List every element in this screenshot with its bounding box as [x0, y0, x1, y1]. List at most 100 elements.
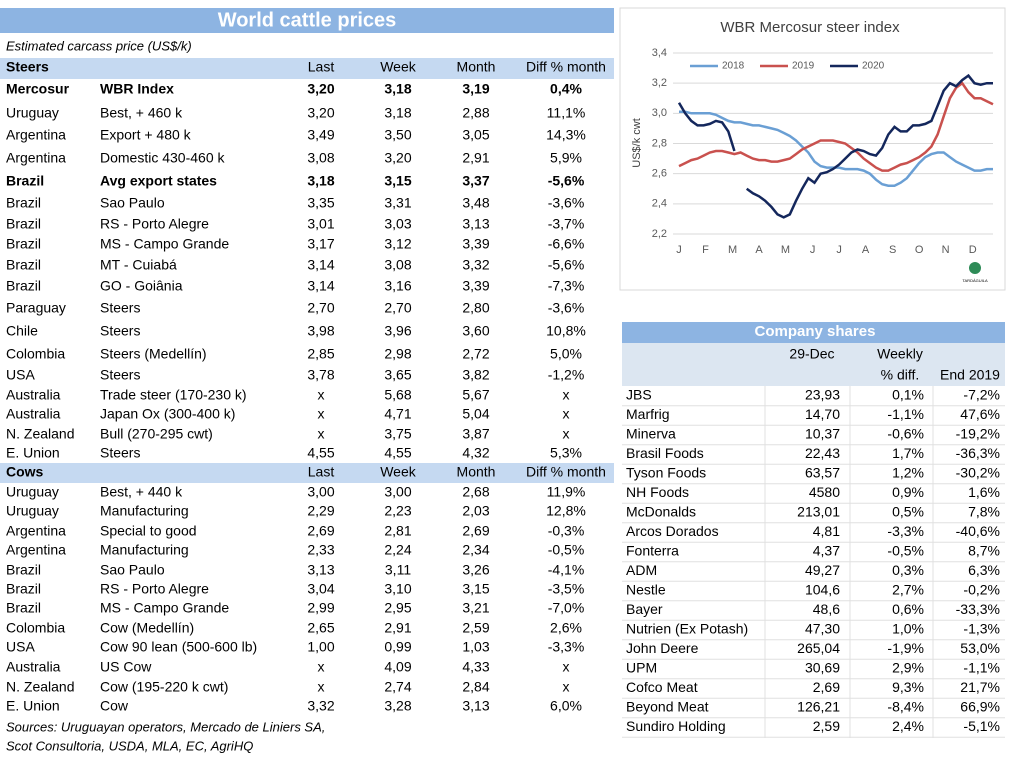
table-title: World cattle prices [218, 9, 397, 31]
row-label: Sundiro Holding [626, 718, 726, 734]
cell: -0,5% [548, 542, 585, 558]
row-label: Argentina [6, 542, 66, 558]
row-label: Export + 480 k [100, 127, 192, 143]
cell: 3,37 [462, 173, 489, 189]
column-header: 29-Dec [789, 346, 834, 362]
row-label: MS - Campo Grande [100, 236, 229, 252]
row-label: Argentina [6, 150, 66, 166]
cell: 0,99 [384, 639, 411, 655]
cell: 5,9% [550, 150, 582, 166]
company-header-band [622, 343, 1005, 386]
cell: 3,08 [307, 150, 334, 166]
cell: 0,5% [892, 504, 924, 520]
cell: 3,10 [384, 581, 411, 597]
cell: -8,4% [887, 699, 924, 715]
row-label: Bull (270-295 cwt) [100, 426, 213, 442]
company-title-band [622, 322, 1005, 343]
cell: 4,55 [307, 445, 334, 461]
cell: x [563, 387, 570, 403]
cell: -0,2% [963, 582, 1000, 598]
cell: 2,65 [307, 620, 334, 636]
row-label: MT - Cuiabá [100, 257, 177, 273]
row-label: Brazil [6, 236, 41, 252]
cell: -0,3% [548, 523, 585, 539]
cell: 2,70 [384, 300, 411, 316]
logo-text: TARDÁGUILA [962, 278, 988, 283]
cell: 3,05 [462, 127, 489, 143]
legend-label: 2018 [722, 61, 745, 72]
row-label: Brazil [6, 581, 41, 597]
row-label: Steers [100, 367, 140, 383]
row-label: Colombia [6, 346, 65, 362]
row-label: Brazil [6, 600, 41, 616]
cell: -3,6% [548, 300, 585, 316]
cell: -7,2% [963, 387, 1000, 403]
cell: 2,68 [462, 484, 489, 500]
cell: -19,2% [956, 426, 1000, 442]
cell: x [318, 679, 325, 695]
cell: 4,37 [813, 543, 840, 559]
row-label: Minerva [626, 426, 676, 442]
cell: 265,04 [797, 640, 840, 656]
cell: 3,15 [384, 173, 411, 189]
x-tick-label: M [781, 244, 790, 256]
cell: -33,3% [956, 601, 1000, 617]
cell: x [318, 426, 325, 442]
legend-label: 2019 [792, 61, 815, 72]
cell: 2,70 [307, 300, 334, 316]
row-label: N. Zealand [6, 679, 74, 695]
x-tick-label: N [942, 244, 950, 256]
cell: 3,48 [462, 195, 489, 211]
row-label: Steers [100, 323, 140, 339]
cell: 2,95 [384, 600, 411, 616]
row-label: Steers [100, 445, 140, 461]
cell: x [318, 659, 325, 675]
cell: 4580 [809, 484, 840, 500]
chart-frame [619, 7, 1006, 291]
x-tick-label: J [810, 244, 816, 256]
cell: 2,33 [307, 542, 334, 558]
cell: 4,81 [813, 523, 840, 539]
y-tick-label: 2,8 [652, 137, 667, 149]
column-header: Week [380, 464, 417, 480]
row-label: Brazil [6, 278, 41, 294]
cell: 1,7% [892, 445, 924, 461]
cell: x [563, 659, 570, 675]
cell: 3,01 [307, 216, 334, 232]
x-tick-label: O [915, 244, 924, 256]
row-label: USA [6, 639, 35, 655]
cell: 3,65 [384, 367, 411, 383]
column-header: Diff % month [526, 59, 606, 75]
cell: 3,00 [307, 484, 334, 500]
row-label: UPM [626, 660, 657, 676]
cell: 66,9% [960, 699, 1000, 715]
series-line [678, 81, 994, 172]
row-label: US Cow [100, 659, 152, 675]
title-band [0, 8, 614, 33]
row-label: MS - Campo Grande [100, 600, 229, 616]
row-label: Domestic 430-460 k [100, 150, 226, 166]
cell: 2,84 [462, 679, 489, 695]
row-label: Steers [100, 300, 140, 316]
cell: 3,82 [462, 367, 489, 383]
cell: 2,91 [384, 620, 411, 636]
cell: -36,3% [956, 445, 1000, 461]
cell: 2,24 [384, 542, 411, 558]
y-tick-label: 3,4 [652, 47, 667, 59]
column-header: Month [457, 59, 496, 75]
row-label: Manufacturing [100, 542, 189, 558]
cell: 2,85 [307, 346, 334, 362]
cell: 3,08 [384, 257, 411, 273]
cell: 3,17 [307, 236, 334, 252]
row-label: RS - Porto Alegre [100, 216, 209, 232]
cell: 5,04 [462, 406, 489, 422]
x-tick-label: A [755, 244, 763, 256]
logo-icon [969, 262, 981, 274]
cell: 0,9% [892, 484, 924, 500]
column-header: % diff. [881, 367, 920, 383]
column-header: Month [457, 464, 496, 480]
cell: 3,98 [307, 323, 334, 339]
column-header: Diff % month [526, 464, 606, 480]
